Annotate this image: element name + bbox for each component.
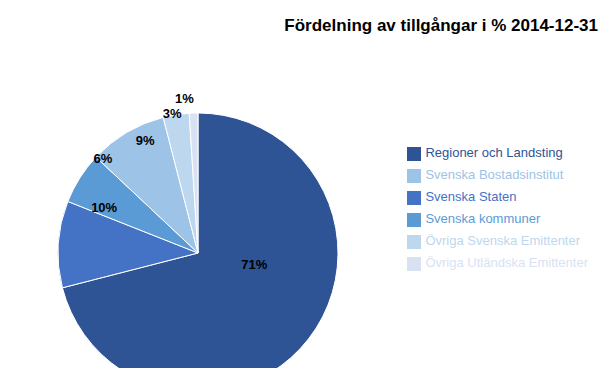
html-text:Fördelning av tillgångar i % 2: Fördelning av tillgångar i % 2014-12-31 xyxy=(284,16,598,35)
svg-text:1%: 1% xyxy=(175,91,194,106)
html-text:Övriga Utländska Emittenter: Övriga Utländska Emittenter xyxy=(425,255,588,270)
svg-text:3%: 3% xyxy=(163,106,182,121)
svg-text:9%: 9% xyxy=(136,133,155,148)
svg-text:71%: 71% xyxy=(241,257,267,272)
html-text:Svenska kommuner: Svenska kommuner xyxy=(425,211,541,226)
html-text:Övriga Svenska Emittenter: Övriga Svenska Emittenter xyxy=(425,233,580,248)
html-text:Regioner och Landsting: Regioner och Landsting xyxy=(425,145,563,160)
html-text:Svenska Staten: Svenska Staten xyxy=(425,189,517,204)
html-text:Svenska Bostadsinstitut: Svenska Bostadsinstitut xyxy=(425,167,564,182)
svg-text:10%: 10% xyxy=(91,200,117,215)
svg-text:6%: 6% xyxy=(93,151,112,166)
